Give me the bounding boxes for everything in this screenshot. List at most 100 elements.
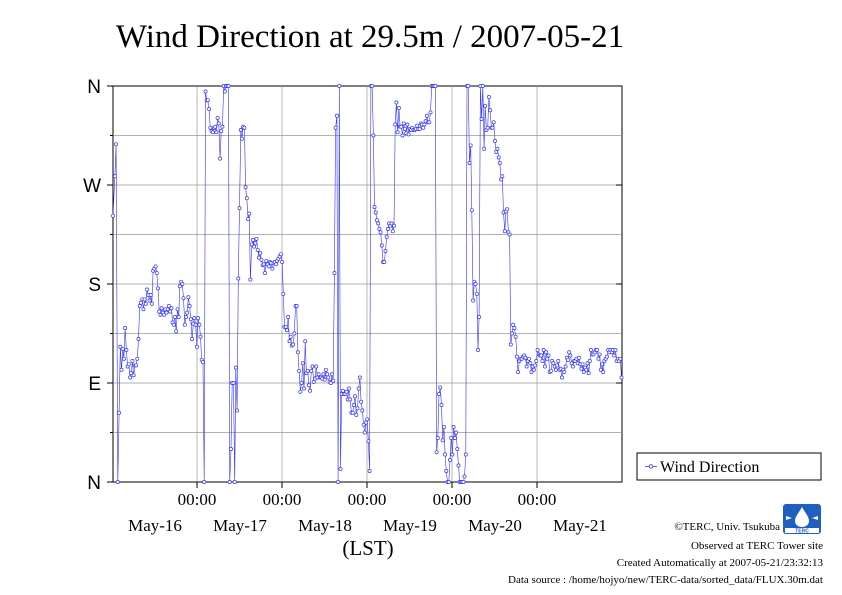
data-point (452, 436, 457, 440)
data-point (291, 342, 296, 347)
data-point (131, 373, 136, 378)
data-point (466, 84, 471, 88)
data-point (446, 480, 451, 484)
data-point (190, 337, 195, 341)
data-point (182, 322, 187, 327)
data-point (448, 458, 452, 462)
data-point (294, 304, 299, 308)
x-date-label: May-21 (553, 516, 607, 535)
legend-box (636, 452, 822, 481)
chart-title: Wind Direction at 29.5m / 2007-05-21 (116, 19, 624, 55)
data-point (456, 463, 461, 468)
data-point (238, 128, 243, 132)
data-point (382, 260, 387, 264)
data-point (177, 284, 182, 289)
data-point (437, 392, 441, 396)
data-point (124, 348, 129, 352)
data-point (415, 123, 420, 128)
data-point (395, 130, 400, 135)
data-point (297, 368, 302, 373)
data-point (474, 291, 479, 296)
data-point (563, 364, 568, 369)
data-point (586, 371, 591, 376)
data-point (491, 120, 496, 125)
data-point (450, 452, 455, 457)
data-point (601, 370, 606, 374)
data-point (298, 389, 303, 394)
x-date-label: May-18 (298, 516, 352, 535)
data-point (533, 363, 538, 368)
data-point (619, 375, 624, 380)
data-point (117, 410, 122, 415)
data-point (159, 306, 164, 311)
data-point (360, 408, 365, 413)
data-point (165, 307, 170, 312)
data-point (512, 326, 517, 330)
data-point (480, 84, 485, 88)
data-point (119, 367, 124, 372)
data-point (545, 356, 550, 361)
data-point (376, 221, 381, 226)
data-point (270, 266, 275, 271)
data-point (527, 356, 531, 361)
x-tick-label: 00:00 (518, 490, 557, 509)
data-point (351, 403, 356, 407)
data-point (511, 322, 516, 327)
data-point (288, 334, 293, 339)
data-point (303, 339, 308, 344)
data-point (112, 174, 117, 179)
legend-label: Wind Direction (660, 459, 759, 476)
data-point (443, 452, 448, 457)
data-point (618, 356, 623, 361)
x-date-label: May-17 (213, 516, 267, 535)
data-point (439, 403, 444, 407)
data-point (128, 375, 133, 380)
data-point (185, 310, 190, 315)
data-point (524, 364, 529, 369)
data-point (203, 89, 208, 94)
data-point (263, 271, 267, 275)
data-point (344, 389, 349, 394)
data-point (589, 348, 594, 352)
data-point (208, 125, 213, 130)
data-point (505, 207, 510, 212)
data-point (237, 206, 242, 211)
data-point (181, 296, 186, 301)
data-point (158, 312, 163, 317)
data-point (188, 317, 193, 322)
data-point (302, 386, 306, 391)
data-point (111, 213, 115, 218)
data-point (347, 386, 351, 391)
data-point (392, 223, 396, 228)
data-point (462, 474, 467, 479)
data-point (310, 364, 315, 369)
data-point (600, 362, 605, 367)
data-point (173, 315, 177, 319)
data-point (166, 304, 171, 308)
data-point (305, 368, 310, 373)
data-point (248, 277, 253, 282)
data-point (559, 375, 564, 380)
data-point (235, 408, 240, 413)
data-point (396, 106, 401, 110)
data-point (220, 124, 225, 129)
data-point (231, 381, 236, 385)
y-tick-label-s: S (88, 275, 101, 296)
data-point (440, 438, 445, 443)
data-point (581, 370, 586, 374)
data-point (210, 130, 215, 135)
x-tick-label: 00:00 (348, 490, 387, 509)
data-point (219, 129, 224, 134)
data-point (130, 359, 135, 363)
data-point (579, 366, 584, 371)
data-point (299, 381, 304, 385)
data-point (540, 359, 545, 363)
data-point (435, 436, 440, 440)
data-point (375, 218, 379, 223)
data-point (528, 361, 533, 366)
data-point (283, 324, 288, 329)
terc-logo-icon: TERC (783, 504, 821, 534)
data-point (499, 177, 504, 182)
data-point (510, 331, 515, 336)
